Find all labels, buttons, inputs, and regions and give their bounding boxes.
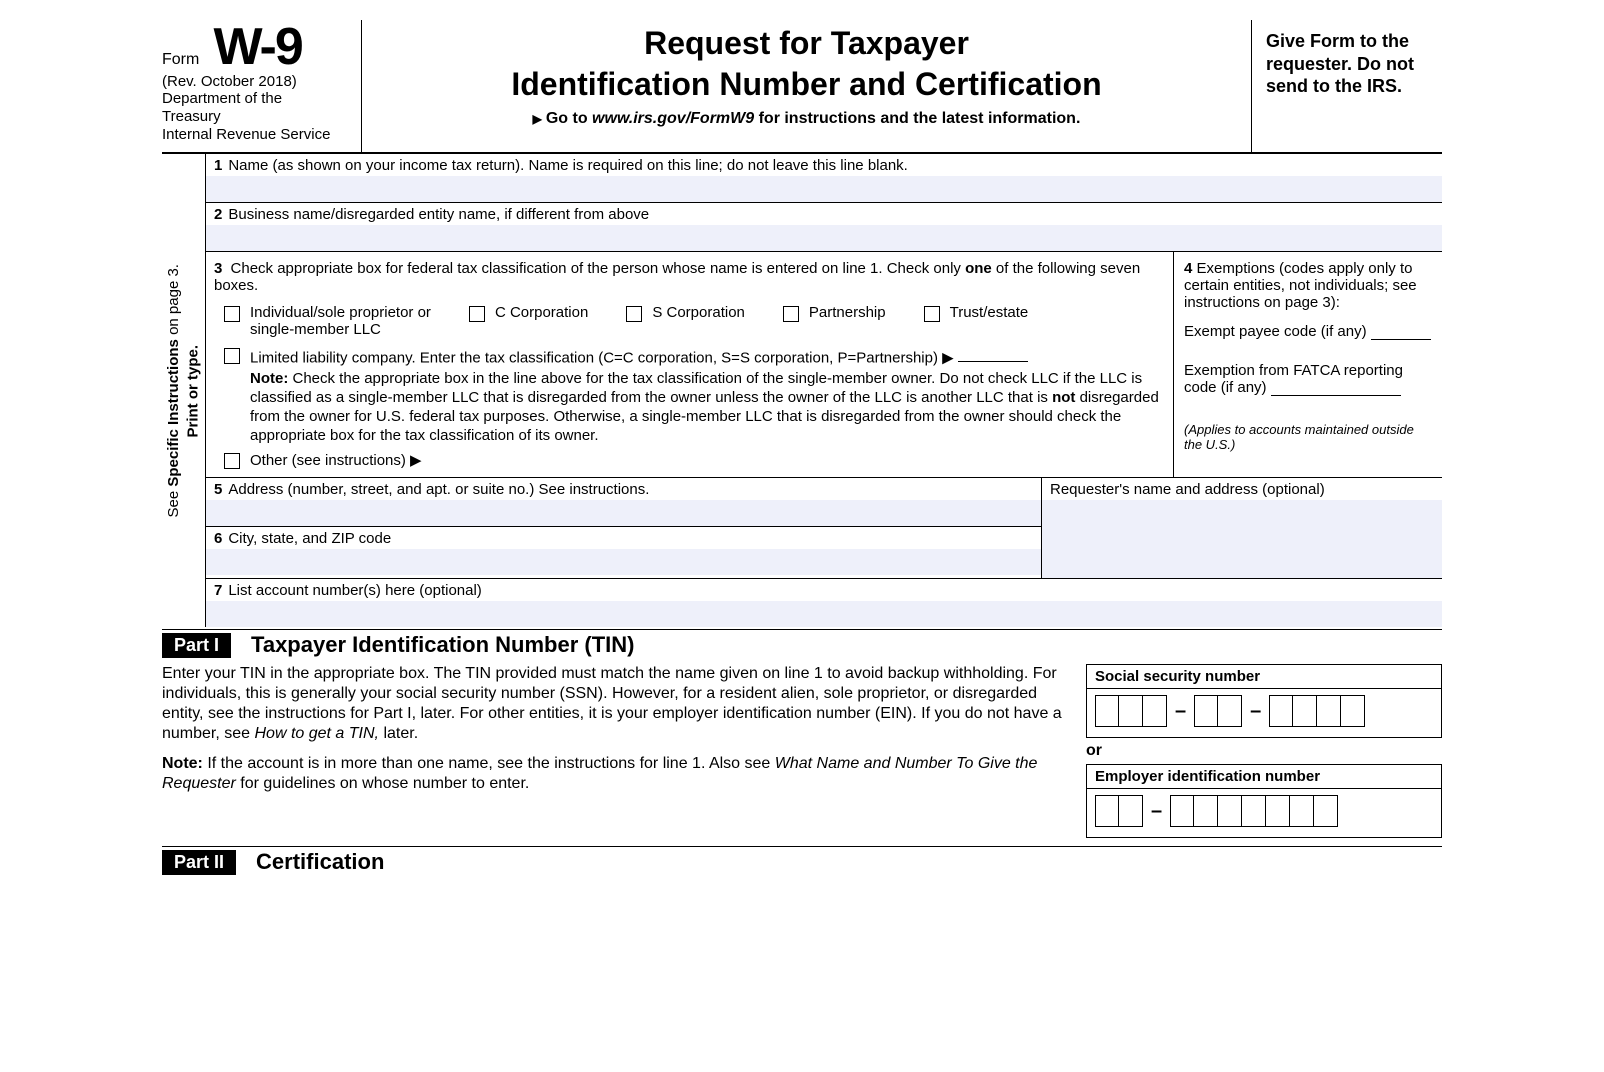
line-7: 7List account number(s) here (optional) bbox=[206, 579, 1442, 627]
line-1: 1Name (as shown on your income tax retur… bbox=[206, 154, 1442, 203]
input-name[interactable] bbox=[206, 176, 1442, 202]
checkbox-llc[interactable] bbox=[224, 348, 240, 364]
llc-note: Note: Check the appropriate box in the l… bbox=[250, 370, 1165, 445]
header-left: Form W-9 (Rev. October 2018) Department … bbox=[162, 20, 362, 152]
applies-note: (Applies to accounts maintained outside … bbox=[1184, 422, 1432, 452]
dept-irs: Internal Revenue Service bbox=[162, 126, 341, 144]
input-city-state-zip[interactable] bbox=[206, 549, 1041, 575]
input-account-numbers[interactable] bbox=[206, 601, 1442, 627]
fields: 1Name (as shown on your income tax retur… bbox=[206, 154, 1442, 628]
line-5-6: 5Address (number, street, and apt. or su… bbox=[206, 478, 1442, 579]
body-area: See Specific Instructions on page 3. Pri… bbox=[162, 154, 1442, 628]
form-header: Form W-9 (Rev. October 2018) Department … bbox=[162, 20, 1442, 154]
input-fatca-code[interactable] bbox=[1271, 381, 1401, 396]
part-1-title: Taxpayer Identification Number (TIN) bbox=[251, 632, 634, 658]
goto-instructions: Go to www.irs.gov/FormW9 for instruction… bbox=[372, 110, 1241, 128]
form-word: Form bbox=[162, 51, 199, 69]
ein-box: Employer identification number – bbox=[1086, 764, 1442, 838]
line-2: 2Business name/disregarded entity name, … bbox=[206, 203, 1442, 252]
title-line2: Identification Number and Certification bbox=[372, 67, 1241, 102]
input-business-name[interactable] bbox=[206, 225, 1442, 251]
checkbox-partnership[interactable]: Partnership bbox=[783, 304, 886, 322]
part-2-bar: Part II Certification bbox=[162, 846, 1442, 875]
sidebar: See Specific Instructions on page 3. Pri… bbox=[162, 154, 206, 628]
ein-digits[interactable]: – bbox=[1087, 789, 1441, 837]
input-address[interactable] bbox=[206, 500, 1041, 526]
header-right: Give Form to the requester. Do not send … bbox=[1252, 20, 1442, 152]
requester-label: Requester's name and address (optional) bbox=[1042, 478, 1442, 500]
checkbox-other[interactable] bbox=[224, 453, 240, 469]
tin-text: Enter your TIN in the appropriate box. T… bbox=[162, 664, 1062, 794]
w9-form: Form W-9 (Rev. October 2018) Department … bbox=[162, 20, 1442, 875]
input-exempt-payee[interactable] bbox=[1371, 325, 1431, 340]
or-label: or bbox=[1086, 742, 1442, 760]
tin-area: Enter your TIN in the appropriate box. T… bbox=[162, 664, 1442, 838]
checkbox-s-corp[interactable]: S Corporation bbox=[626, 304, 745, 322]
tin-right: Social security number – – or Employer i… bbox=[1086, 664, 1442, 838]
box-4: 4 Exemptions (codes apply only to certai… bbox=[1174, 252, 1442, 478]
ssn-box: Social security number – – bbox=[1086, 664, 1442, 738]
title-line1: Request for Taxpayer bbox=[372, 26, 1241, 61]
part-2-title: Certification bbox=[256, 849, 384, 875]
form-code: W-9 bbox=[214, 24, 302, 71]
revision: (Rev. October 2018) bbox=[162, 73, 341, 90]
checkbox-c-corp[interactable]: C Corporation bbox=[469, 304, 588, 322]
part-2-pill: Part II bbox=[162, 850, 236, 875]
dept-treasury: Department of the Treasury bbox=[162, 90, 341, 126]
ssn-digits[interactable]: – – bbox=[1087, 689, 1441, 737]
input-requester[interactable] bbox=[1042, 500, 1442, 578]
part-1-pill: Part I bbox=[162, 633, 231, 658]
part-1-bar: Part I Taxpayer Identification Number (T… bbox=[162, 629, 1442, 658]
header-center: Request for Taxpayer Identification Numb… bbox=[362, 20, 1252, 152]
sidebar-text: See Specific Instructions on page 3. Pri… bbox=[164, 154, 203, 628]
checkbox-individual[interactable]: Individual/sole proprietor orsingle-memb… bbox=[224, 304, 431, 338]
line-3-4: 3 Check appropriate box for federal tax … bbox=[206, 252, 1442, 479]
checkbox-trust-estate[interactable]: Trust/estate bbox=[924, 304, 1029, 322]
input-llc-class[interactable] bbox=[958, 346, 1028, 363]
box-3: 3 Check appropriate box for federal tax … bbox=[206, 252, 1174, 478]
